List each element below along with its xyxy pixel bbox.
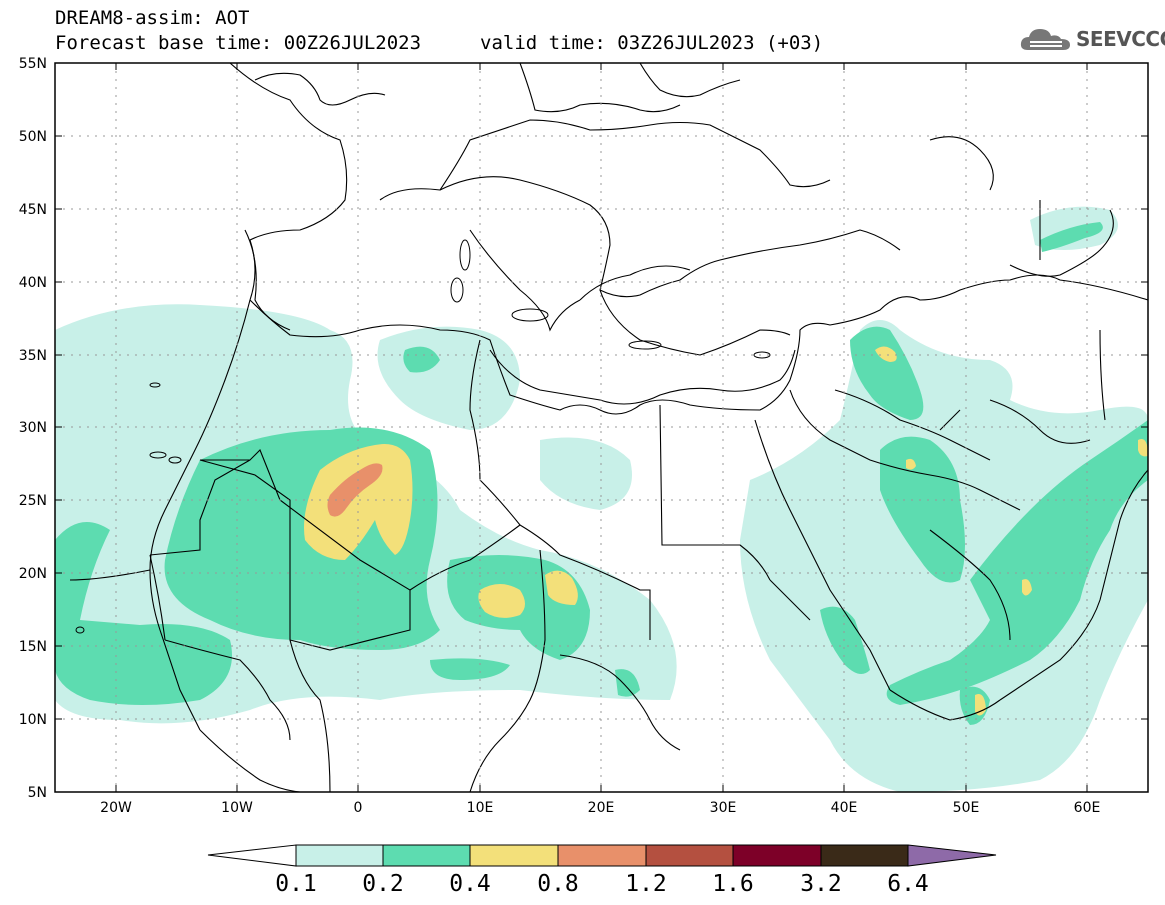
colorbar-bin-3.2-6.4 bbox=[820, 844, 909, 867]
valid-time: valid time: 03Z26JUL2023 (+03) bbox=[480, 32, 824, 54]
cloud-icon bbox=[1020, 29, 1070, 50]
lat-label-20n: 20N bbox=[19, 566, 47, 582]
colorbar-label-6.4: 6.4 bbox=[887, 871, 929, 897]
lat-label-35n: 35N bbox=[19, 348, 47, 364]
lon-label-0: 0 bbox=[354, 800, 363, 816]
islands bbox=[75, 239, 771, 634]
lon-label-60e: 60E bbox=[1074, 800, 1101, 816]
map-plot: 55N 50N 45N 40N 35N 30N 25N 20N 15N 10N … bbox=[19, 56, 1149, 816]
map-title: DREAM8-assim: AOT bbox=[55, 7, 250, 29]
lat-label-55n: 55N bbox=[19, 56, 47, 72]
colorbar-bin-1.2-1.6 bbox=[645, 844, 734, 867]
colorbar-bin-0.1-0.2 bbox=[295, 844, 384, 867]
lat-label-45n: 45N bbox=[19, 202, 47, 218]
lat-label-40n: 40N bbox=[19, 275, 47, 291]
lat-label-10n: 10N bbox=[19, 712, 47, 728]
grid-lines bbox=[55, 63, 1148, 792]
lon-label-40e: 40E bbox=[831, 800, 858, 816]
lat-label-30n: 30N bbox=[19, 420, 47, 436]
coastlines bbox=[69, 72, 1148, 792]
lon-ticks bbox=[115, 63, 1088, 792]
lon-label-50e: 50E bbox=[953, 800, 980, 816]
colorbar-label-0.4: 0.4 bbox=[449, 871, 491, 897]
lon-label-30e: 30E bbox=[710, 800, 737, 816]
colorbar-label-1.2: 1.2 bbox=[625, 871, 667, 897]
lat-labels: 55N 50N 45N 40N 35N 30N 25N 20N 15N 10N … bbox=[19, 56, 47, 801]
colorbar-label-0.1: 0.1 bbox=[275, 871, 317, 897]
seevccc-logo: SEEVCCC bbox=[1018, 24, 1165, 56]
lat-ticks bbox=[55, 62, 1148, 720]
colorbar-bin-0.2-0.4 bbox=[382, 844, 471, 867]
lat-label-5n: 5N bbox=[28, 785, 47, 801]
colorbar-over-triangle bbox=[907, 844, 997, 867]
colorbar bbox=[207, 844, 997, 867]
country-borders bbox=[149, 63, 1148, 792]
lon-labels: 20W 10W 0 10E 20E 30E 40E 50E 60E bbox=[100, 800, 1100, 816]
aot-orange-layer bbox=[327, 463, 383, 517]
colorbar-bin-1.6-3.2 bbox=[732, 844, 822, 867]
aot-yellow-layer bbox=[304, 346, 1148, 716]
lon-label-10w: 10W bbox=[221, 800, 253, 816]
lon-label-10e: 10E bbox=[467, 800, 494, 816]
colorbar-label-0.8: 0.8 bbox=[537, 871, 579, 897]
lon-label-20w: 20W bbox=[100, 800, 132, 816]
colorbar-bin-0.8-1.2 bbox=[557, 844, 647, 867]
lat-label-50n: 50N bbox=[19, 129, 47, 145]
logo-text: SEEVCCC bbox=[1076, 27, 1165, 51]
colorbar-label-1.6: 1.6 bbox=[712, 871, 754, 897]
colorbar-labels: 0.1 0.2 0.4 0.8 1.2 1.6 3.2 6.4 bbox=[275, 871, 929, 897]
colorbar-bin-0.4-0.8 bbox=[469, 844, 559, 867]
forecast-base-time: Forecast base time: 00Z26JUL2023 bbox=[55, 32, 422, 54]
lon-label-20e: 20E bbox=[588, 800, 615, 816]
colorbar-under-triangle bbox=[207, 844, 297, 867]
colorbar-label-3.2: 3.2 bbox=[800, 871, 842, 897]
lat-label-25n: 25N bbox=[19, 493, 47, 509]
colorbar-label-0.2: 0.2 bbox=[362, 871, 404, 897]
lat-label-15n: 15N bbox=[19, 639, 47, 655]
